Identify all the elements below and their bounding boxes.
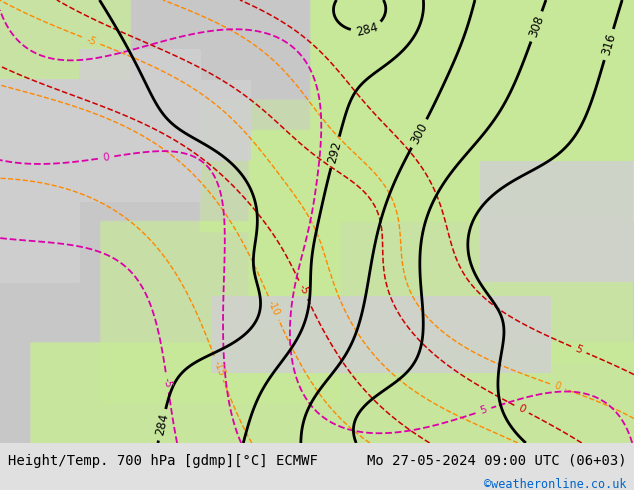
Text: -15: -15 — [211, 359, 226, 377]
Text: 0: 0 — [553, 381, 562, 392]
Text: 284: 284 — [153, 413, 171, 437]
Text: -10: -10 — [266, 299, 281, 318]
Text: 316: 316 — [599, 32, 618, 57]
Text: 5: 5 — [574, 344, 584, 356]
Text: 0: 0 — [102, 152, 110, 163]
Text: -5: -5 — [162, 376, 173, 388]
Text: 308: 308 — [527, 14, 547, 39]
Text: Height/Temp. 700 hPa [gdmp][°C] ECMWF: Height/Temp. 700 hPa [gdmp][°C] ECMWF — [8, 454, 318, 468]
Text: ©weatheronline.co.uk: ©weatheronline.co.uk — [484, 478, 626, 490]
Text: 292: 292 — [326, 140, 344, 165]
Text: 0: 0 — [517, 403, 527, 415]
Text: 284: 284 — [354, 21, 379, 39]
Text: 300: 300 — [408, 121, 430, 147]
Text: 5: 5 — [479, 405, 488, 416]
Text: -5: -5 — [85, 34, 98, 47]
Text: -5: -5 — [297, 283, 310, 296]
Text: Mo 27-05-2024 09:00 UTC (06+03): Mo 27-05-2024 09:00 UTC (06+03) — [366, 454, 626, 468]
